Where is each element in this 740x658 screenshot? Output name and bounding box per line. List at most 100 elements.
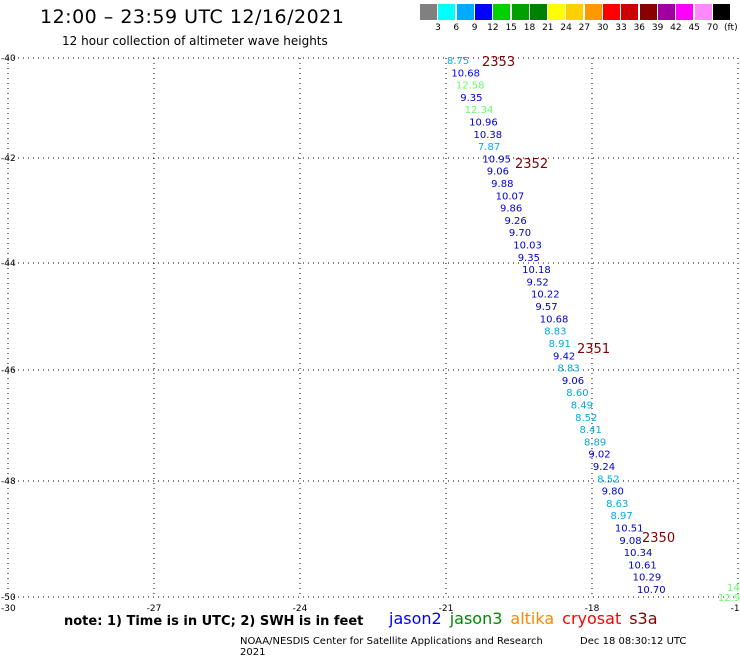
swh-value: 8.49 (571, 400, 593, 411)
swh-value: 7.87 (478, 142, 500, 153)
swh-value: 8.52 (597, 474, 619, 485)
scale-label: (ft) (724, 23, 738, 33)
scale-swatch (566, 4, 584, 20)
swh-value: 10.96 (469, 118, 498, 129)
footnote: note: 1) Time is in UTC; 2) SWH is in fe… (64, 614, 364, 629)
swh-value: 12.9 (718, 593, 740, 604)
longitude-label: -15 (731, 604, 740, 614)
scale-label: 3 (435, 23, 441, 33)
satellite-legend: jason2 jason3 altika cryosat s3a (389, 609, 666, 628)
swh-value: 10.70 (637, 585, 666, 596)
latitude-label: -40 (1, 54, 16, 64)
scale-swatch (639, 4, 657, 20)
longitude-label: -21 (439, 604, 454, 614)
swh-value: 9.42 (553, 351, 575, 362)
scale-swatch (657, 4, 675, 20)
swh-value: 9.35 (460, 93, 482, 104)
swh-value: 8.83 (557, 364, 579, 375)
footer-org: NOAA/NESDIS Center for Satellite Applica… (240, 636, 543, 647)
swh-value: 10.18 (522, 265, 551, 276)
scale-label: 39 (651, 23, 664, 33)
scale-label: 30 (596, 23, 609, 33)
swh-value: 12.58 (456, 81, 485, 92)
swh-value: 10.38 (474, 130, 503, 141)
pass-time-label: 2353 (482, 55, 515, 70)
scale-label: 21 (542, 23, 554, 33)
swh-value: 8.89 (584, 437, 606, 448)
latitude-label: -42 (1, 154, 16, 164)
swh-value: 8.41 (580, 425, 602, 436)
scale-swatch (420, 4, 437, 20)
scale-label: 12 (487, 23, 499, 33)
longitude-label: -30 (1, 604, 16, 614)
longitude-label: -18 (585, 604, 600, 614)
swh-value: 10.68 (451, 68, 480, 79)
swh-value: 10.68 (540, 314, 569, 325)
page-subtitle: 12 hour collection of altimeter wave hei… (62, 34, 328, 48)
pass-time-label: 2352 (515, 157, 548, 172)
scale-label: 70 (706, 23, 719, 33)
swh-value: 9.06 (487, 167, 509, 178)
swh-value: 10.95 (482, 154, 511, 165)
swh-value: 9.35 (518, 253, 540, 264)
scale-swatch (712, 4, 730, 20)
scale-swatch (621, 4, 639, 20)
scale-swatch (676, 4, 694, 20)
swh-value: 12.34 (465, 105, 494, 116)
scale-swatch (511, 4, 529, 20)
scale-label: 15 (505, 23, 517, 33)
pass-time-label: 2350 (642, 531, 675, 546)
legend-altika: altika (510, 609, 555, 628)
scale-label: 9 (471, 23, 478, 33)
swh-value: 9.52 (527, 277, 549, 288)
swh-value: 10.51 (615, 523, 644, 534)
swh-value: 9.24 (593, 462, 615, 473)
swh-value: 10.34 (624, 548, 653, 559)
legend-jason3: jason3 (449, 609, 503, 628)
legend-jason2: jason2 (389, 609, 442, 628)
scale-label: 6 (453, 23, 460, 33)
latitude-label: -44 (1, 259, 16, 269)
scale-swatch (493, 4, 511, 20)
swh-value: 8.83 (544, 327, 566, 338)
swh-value: 9.08 (619, 536, 641, 547)
page-title: 12:00 – 23:59 UTC 12/16/2021 (40, 6, 345, 28)
scale-swatch (694, 4, 712, 20)
scale-label: 45 (688, 23, 700, 33)
swh-value: 8.97 (610, 511, 632, 522)
longitude-label: -27 (147, 604, 162, 614)
scale-swatch (548, 4, 566, 20)
scale-swatch (603, 4, 620, 20)
swh-value: 9.86 (500, 204, 522, 215)
legend-cryosat: cryosat (562, 609, 622, 628)
swh-value: 10.61 (628, 560, 657, 571)
swh-value: 10.29 (633, 573, 662, 584)
latitude-label: -46 (1, 366, 16, 376)
footer: NOAA/NESDIS Center for Satellite Applica… (240, 636, 740, 658)
swh-value: 10.03 (513, 241, 542, 252)
scale-label: 36 (633, 23, 646, 33)
latitude-label: -50 (1, 593, 16, 603)
swh-value: 10.07 (496, 191, 525, 202)
scale-label: 33 (615, 23, 627, 33)
scale-swatch (474, 4, 492, 20)
scale-swatch (584, 4, 602, 20)
swh-value: 9.88 (491, 179, 513, 190)
swh-value: 8.52 (575, 413, 597, 424)
swh-value: 9.57 (535, 302, 557, 313)
swh-value: 10.22 (531, 290, 560, 301)
swh-value: 8.60 (566, 388, 588, 399)
swh-value: 9.26 (504, 216, 526, 227)
swh-value: 9.80 (602, 487, 624, 498)
pass-time-label: 2351 (577, 342, 610, 357)
swh-value: 8.75 (447, 56, 469, 67)
scale-label: 27 (578, 23, 591, 33)
scale-label: 18 (523, 23, 536, 33)
swh-value: 9.02 (588, 450, 610, 461)
swh-value: 9.70 (509, 228, 531, 239)
legend-s3a: s3a (629, 609, 658, 628)
scale-label: 24 (560, 23, 572, 33)
swh-value: 8.63 (606, 499, 628, 510)
scale-swatch (456, 4, 474, 20)
